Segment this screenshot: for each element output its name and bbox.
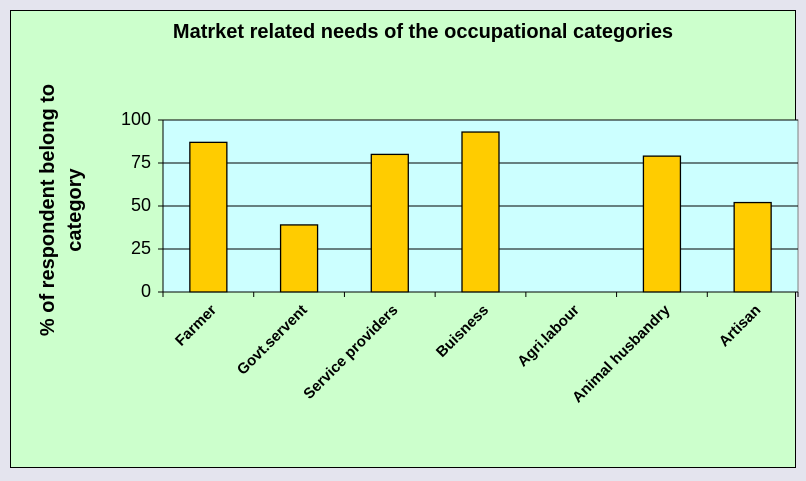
bar [642,155,682,293]
x-tick-label: Service providers [300,302,401,403]
y-tick-label: 75 [131,152,151,172]
y-tick-label: 100 [121,109,151,129]
bar [279,224,319,293]
x-tick-label: Farmer [172,301,220,349]
x-tick-label: Agri.labour [514,302,583,371]
x-tick-label: Buisness [433,302,492,361]
bar [189,141,228,293]
y-tick-label: 25 [131,238,151,258]
x-tick-label: Artisan [716,302,765,351]
bar [461,131,500,293]
x-tick-label: Govt.servent [234,302,311,379]
y-tick-label: 50 [131,195,151,215]
y-tick-label: 0 [141,281,151,301]
chart-title: Matrket related needs of the occupationa… [172,21,674,43]
y-axis-label: % of respondent belong to category [37,83,86,337]
bar [370,153,409,293]
x-tick-label: Animal husbandry [569,301,674,406]
bar [733,201,772,293]
